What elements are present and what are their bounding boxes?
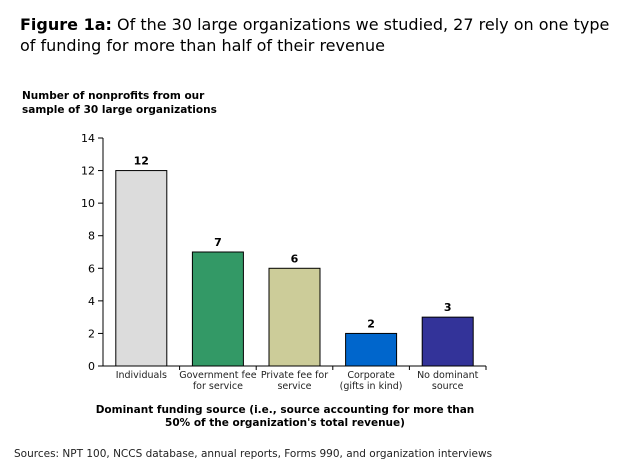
y-tick-label: 8	[88, 230, 95, 243]
x-tick-label: Individuals	[116, 370, 167, 381]
bar-value-label: 7	[214, 236, 222, 249]
bar	[115, 170, 168, 367]
y-tick-label: 0	[88, 360, 95, 373]
bar-value-label: 3	[444, 301, 452, 314]
x-tick-label: for service	[193, 381, 243, 392]
y-tick-label: 2	[88, 327, 95, 340]
figure-label: Figure 1a:	[20, 15, 112, 34]
x-tick-label: Private fee for	[261, 370, 328, 381]
source-note: Sources: NPT 100, NCCS database, annual …	[14, 448, 493, 460]
x-tick-label: Corporate	[347, 370, 395, 381]
bar	[421, 316, 474, 367]
x-tick-label: source	[432, 381, 464, 392]
bar-value-label: 2	[367, 317, 375, 330]
y-tick-label: 10	[81, 197, 95, 210]
bar	[268, 267, 321, 367]
y-tick-label: 12	[81, 165, 95, 178]
figure-title-text: Of the 30 large organizations we studied…	[20, 15, 610, 55]
bar	[345, 332, 398, 367]
y-tick-label: 14	[81, 132, 95, 145]
x-tick-label: (gifts in kind)	[340, 381, 403, 392]
bar	[191, 251, 244, 367]
x-tick-label: No dominant	[417, 370, 479, 381]
y-tick-label: 6	[88, 262, 95, 275]
chart-title: Figure 1a: Of the 30 large organizations…	[20, 14, 610, 56]
x-axis-label: Dominant funding source (i.e., source ac…	[95, 404, 475, 429]
bar-value-label: 12	[134, 155, 149, 168]
bar-value-label: 6	[291, 252, 299, 265]
y-axis-label: Number of nonprofits from our sample of …	[22, 90, 217, 116]
x-tick-label: service	[277, 381, 311, 392]
x-tick-label: Government fee	[179, 370, 256, 381]
y-tick-label: 4	[88, 295, 95, 308]
